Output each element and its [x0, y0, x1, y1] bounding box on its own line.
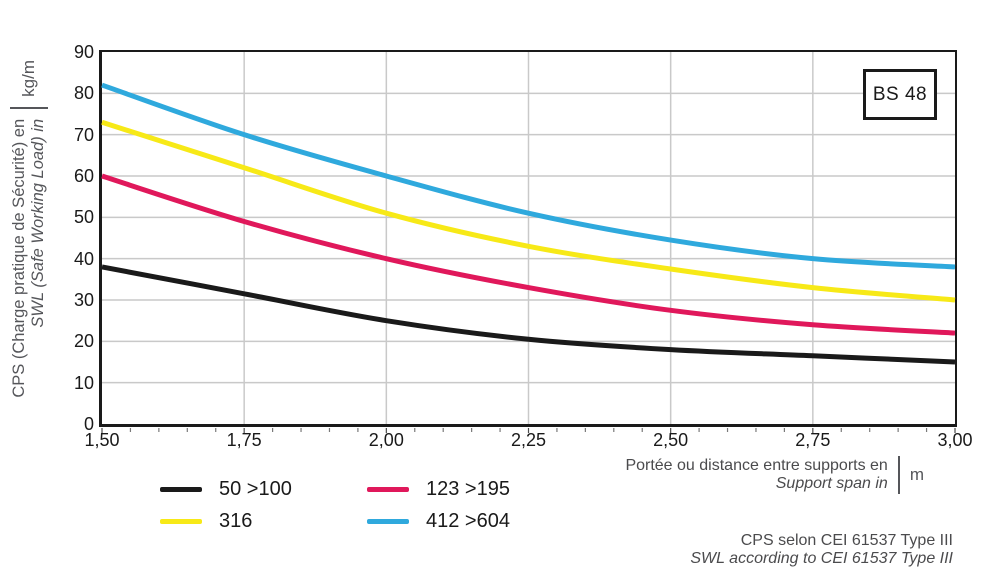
y-tick-label: 20	[73, 331, 94, 352]
chart-canvas	[101, 52, 956, 433]
y-tick-label: 30	[73, 290, 94, 310]
x-tick-label: 1,50	[84, 430, 120, 450]
x-axis-title-text: Portée ou distance entre supports en Sup…	[625, 457, 887, 493]
x-tick-label: 1,75	[226, 430, 262, 450]
y-tick-label: 50	[73, 207, 94, 228]
x-tick-label: 2,25	[510, 430, 547, 450]
y-axis-unit: kg/m	[19, 60, 38, 97]
y-axis-title-fr: CPS (Charge pratique de Sécurité) en	[10, 118, 28, 398]
legend-column: 50 >100 316	[160, 473, 367, 537]
legend-item: 316	[160, 505, 367, 537]
y-tick-label: 70	[73, 124, 94, 145]
legend: 50 >100 316 123 >195 412 >604	[160, 473, 510, 537]
series-line-2	[101, 173, 956, 336]
legend-item: 123 >195	[367, 473, 510, 505]
legend-column: 123 >195 412 >604	[367, 473, 510, 537]
legend-label: 50 >100	[219, 477, 292, 500]
y-axis-title-en: SWL (Safe Working Load) in	[29, 118, 47, 328]
y-tick-label: 40	[73, 248, 94, 269]
footer-note: CPS selon CEI 61537 Type III SWL accordi…	[690, 532, 953, 568]
legend-label: 123 >195	[426, 477, 510, 500]
series-line-3	[101, 82, 956, 270]
type-badge: BS 48	[863, 69, 937, 120]
x-tick-label: 3,00	[937, 430, 973, 450]
x-tick-label: 2,50	[653, 430, 689, 450]
legend-item: 50 >100	[160, 473, 367, 505]
legend-swatch	[367, 486, 409, 492]
y-axis-title: CPS (Charge pratique de Sécurité) en SWL…	[8, 60, 50, 420]
series-line-1	[101, 119, 956, 303]
x-axis-unit: m	[909, 465, 924, 484]
y-tick-label: 0	[83, 414, 94, 434]
y-tick-label: 10	[73, 372, 94, 393]
plot-area: BS 48	[99, 50, 957, 433]
x-tick-label: 2,75	[795, 430, 831, 450]
legend-swatch	[367, 518, 409, 524]
legend-label: 412 >604	[426, 509, 510, 532]
footer-note-fr: CPS selon CEI 61537 Type III	[740, 532, 953, 549]
legend-item: 412 >604	[367, 505, 510, 537]
legend-swatch	[160, 486, 202, 492]
y-tick-label: 60	[73, 166, 94, 186]
x-axis-title: Portée ou distance entre supports en Sup…	[625, 456, 924, 494]
series-line-0	[101, 264, 956, 365]
x-axis-title-fr: Portée ou distance entre supports en	[625, 457, 888, 474]
x-axis-unit-separator	[897, 456, 900, 494]
x-tick-label: 2,00	[368, 430, 404, 450]
x-axis-title-en: Support span in	[775, 475, 888, 492]
y-tick-label: 90	[73, 42, 94, 62]
y-tick-label: 80	[73, 83, 94, 104]
y-axis-unit-separator	[10, 106, 48, 109]
legend-swatch	[160, 518, 202, 524]
legend-label: 316	[219, 509, 253, 532]
footer-note-en: SWL according to CEI 61537 Type III	[690, 550, 953, 567]
y-axis-title-text: CPS (Charge pratique de Sécurité) en SWL…	[10, 119, 48, 398]
